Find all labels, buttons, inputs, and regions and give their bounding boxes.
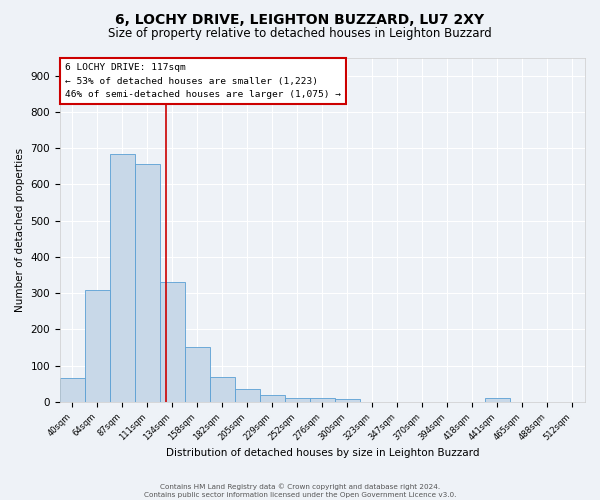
X-axis label: Distribution of detached houses by size in Leighton Buzzard: Distribution of detached houses by size … — [166, 448, 479, 458]
Bar — [60, 378, 85, 402]
Text: 6 LOCHY DRIVE: 117sqm
← 53% of detached houses are smaller (1,223)
46% of semi-d: 6 LOCHY DRIVE: 117sqm ← 53% of detached … — [65, 62, 341, 100]
Bar — [310, 398, 335, 402]
Bar — [260, 396, 285, 402]
Text: Size of property relative to detached houses in Leighton Buzzard: Size of property relative to detached ho… — [108, 28, 492, 40]
Bar — [235, 389, 260, 402]
Bar — [85, 290, 110, 402]
Bar — [485, 398, 510, 402]
Bar — [185, 347, 210, 402]
Bar — [210, 378, 235, 402]
Bar — [135, 164, 160, 402]
Bar — [285, 398, 310, 402]
Text: 6, LOCHY DRIVE, LEIGHTON BUZZARD, LU7 2XY: 6, LOCHY DRIVE, LEIGHTON BUZZARD, LU7 2X… — [115, 12, 485, 26]
Bar — [110, 154, 135, 402]
Bar — [335, 399, 360, 402]
Bar — [160, 282, 185, 402]
Y-axis label: Number of detached properties: Number of detached properties — [15, 148, 25, 312]
Text: Contains HM Land Registry data © Crown copyright and database right 2024.
Contai: Contains HM Land Registry data © Crown c… — [144, 484, 456, 498]
